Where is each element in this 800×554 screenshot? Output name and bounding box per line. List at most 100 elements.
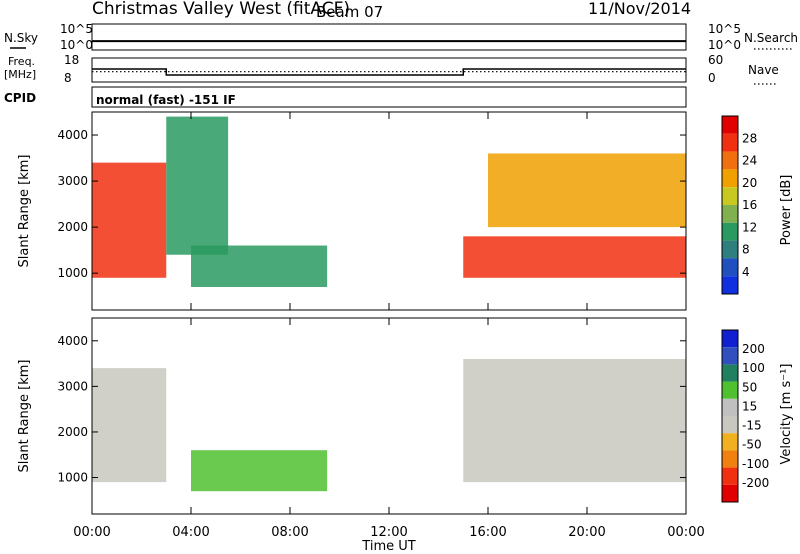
power-colorbar-swatch: [722, 169, 738, 188]
freq-trace: [92, 68, 686, 76]
velocity-colorbar-tick: -200: [742, 476, 769, 490]
velocity-region-1: [191, 450, 328, 492]
velocity-panel: 1000 2000 3000 4000 Slant Range [km]: [17, 317, 687, 515]
velocity-colorbar-tick: 15: [742, 399, 757, 413]
nsearch-label: N.Search: [744, 31, 798, 45]
time-axis-label: Time UT: [361, 539, 415, 554]
velocity-region-0: [92, 368, 167, 483]
velocity-colorbar-tick: 100: [742, 361, 765, 375]
time-axis-tick-labels: 00:00 04:00 08:00 12:00 16:00 20:00 00:00: [73, 525, 704, 540]
velocity-colorbar-swatch: [722, 450, 738, 468]
power-ytick-label: 1000: [57, 266, 88, 280]
nsky-panel-frame: [91, 23, 687, 51]
power-ytick-label: 4000: [57, 128, 88, 142]
power-panel: 1000 2000 3000 4000 Slant Range [km]: [17, 111, 687, 311]
nave-tick-top: 60: [708, 53, 723, 67]
power-colorbar-tick: 20: [742, 176, 757, 190]
velocity-ytick-label: 4000: [57, 334, 88, 348]
freq-label-1: Freq.: [8, 55, 35, 68]
velocity-colorbar-swatch: [722, 398, 738, 416]
power-ylabel: Slant Range [km]: [17, 155, 32, 268]
velocity-colorbar-swatch: [722, 484, 738, 502]
power-colorbar-frame: [721, 115, 739, 295]
velocity-colorbar: -200 -100 -50 -15 15 50 100 200: [721, 329, 769, 503]
time-tick-label: 00:00: [667, 525, 704, 540]
power-region-3: [463, 236, 686, 278]
freq-step-line: [92, 68, 686, 76]
date-label: 11/Nov/2014: [588, 0, 691, 18]
power-region-4: [488, 153, 686, 228]
power-colorbar-swatch: [722, 116, 738, 134]
nsky-tick-top: 10^5: [60, 22, 93, 36]
velocity-heatmap-cells: [92, 359, 686, 492]
power-colorbar-tick: 28: [742, 131, 757, 145]
velocity-ylabel: Slant Range [km]: [17, 360, 32, 473]
freq-panel-frame: [91, 57, 687, 83]
time-tick-label: 00:00: [73, 525, 110, 540]
velocity-colorbar-swatch: [722, 347, 738, 365]
power-colorbar-tick: 16: [742, 198, 757, 212]
power-colorbar-swatch: [722, 276, 738, 294]
velocity-colorbar-tick: -100: [742, 457, 769, 471]
velocity-x-ticks: [91, 318, 687, 514]
velocity-colorbar-tick: -15: [742, 419, 762, 433]
power-ytick-label: 2000: [57, 220, 88, 234]
velocity-colorbar-swatch: [722, 364, 738, 382]
velocity-colorbar-tick: 50: [742, 380, 757, 394]
time-tick-label: 16:00: [469, 525, 506, 540]
power-colorbar: 4 8 12 16 20 24 28: [721, 115, 757, 295]
cpid-label: CPID: [4, 91, 36, 105]
cpid-text: normal (fast) -151 IF: [96, 93, 236, 107]
nsearch-tick-bottom: 10^0: [708, 38, 741, 52]
beam-label: Beam 07: [316, 3, 383, 21]
plot-title: Christmas Valley West (fitACF): [92, 0, 350, 19]
power-y-ticks: 1000 2000 3000 4000: [57, 128, 686, 280]
time-tick-label: 12:00: [370, 525, 407, 540]
velocity-colorbar-label: Velocity [m s⁻¹]: [779, 364, 794, 465]
velocity-ytick-label: 1000: [57, 471, 88, 485]
velocity-ytick-label: 2000: [57, 425, 88, 439]
velocity-colorbar-swatch: [722, 416, 738, 434]
freq-label-2: [MHz]: [4, 68, 36, 81]
power-colorbar-swatch: [722, 205, 738, 223]
velocity-colorbar-swatch: [722, 467, 738, 485]
nsearch-tick-top: 10^5: [708, 22, 741, 36]
freq-tick-top: 18: [64, 53, 79, 67]
nave-tick-bottom: 0: [708, 71, 716, 85]
power-heatmap-cells: [92, 116, 686, 287]
velocity-colorbar-tick: 200: [742, 342, 765, 356]
power-colorbar-tick: 12: [742, 220, 757, 234]
power-ytick-label: 3000: [57, 174, 88, 188]
power-colorbar-tick: 24: [742, 154, 757, 168]
power-colorbar-swatch: [722, 240, 738, 259]
velocity-colorbar-swatch: [722, 381, 738, 399]
velocity-region-2: [463, 359, 686, 483]
power-region-2: [191, 245, 328, 287]
time-tick-label: 08:00: [271, 525, 308, 540]
velocity-colorbar-tick: -50: [742, 438, 762, 452]
nsky-tick-bottom: 10^0: [60, 38, 93, 52]
nave-label: Nave: [748, 63, 779, 77]
power-region-1: [166, 116, 229, 255]
cpid-panel-frame: [91, 86, 687, 108]
velocity-colorbar-swatch: [722, 433, 738, 451]
time-tick-label: 04:00: [172, 525, 209, 540]
power-colorbar-swatch: [722, 222, 738, 241]
power-colorbar-swatch: [722, 187, 738, 205]
power-colorbar-tick: 4: [742, 265, 750, 279]
power-colorbar-label: Power [dB]: [779, 175, 794, 246]
time-tick-label: 20:00: [568, 525, 605, 540]
power-x-ticks: [91, 112, 687, 310]
velocity-ytick-label: 3000: [57, 379, 88, 393]
nsky-label: N.Sky: [4, 31, 38, 45]
power-region-0: [92, 162, 167, 278]
power-colorbar-swatch: [722, 133, 738, 152]
power-colorbar-swatch: [722, 258, 738, 277]
velocity-y-ticks: 1000 2000 3000 4000: [57, 334, 686, 485]
power-colorbar-swatch: [722, 151, 738, 170]
velocity-colorbar-frame: [721, 329, 739, 503]
freq-tick-bottom: 8: [64, 71, 72, 85]
power-colorbar-tick: 8: [742, 243, 750, 257]
